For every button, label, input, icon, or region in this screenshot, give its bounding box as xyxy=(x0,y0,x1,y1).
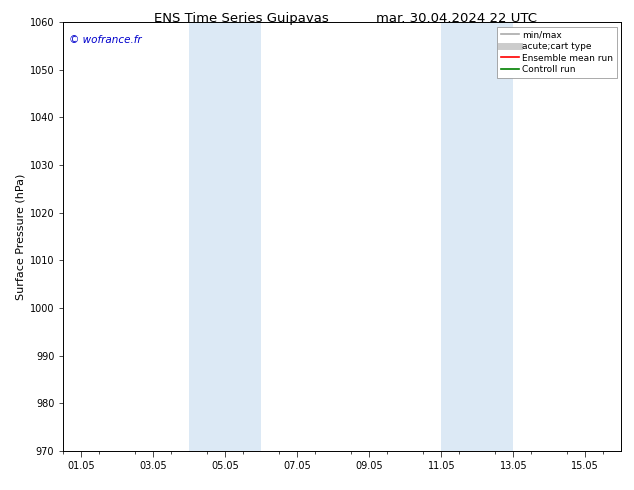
Bar xyxy=(441,22,514,451)
Legend: min/max, acute;cart type, Ensemble mean run, Controll run: min/max, acute;cart type, Ensemble mean … xyxy=(497,26,617,78)
Text: ENS Time Series Guipavas: ENS Time Series Guipavas xyxy=(153,12,328,25)
Y-axis label: Surface Pressure (hPa): Surface Pressure (hPa) xyxy=(16,173,25,299)
Bar xyxy=(190,22,261,451)
Text: © wofrance.fr: © wofrance.fr xyxy=(69,35,141,45)
Text: mar. 30.04.2024 22 UTC: mar. 30.04.2024 22 UTC xyxy=(376,12,537,25)
